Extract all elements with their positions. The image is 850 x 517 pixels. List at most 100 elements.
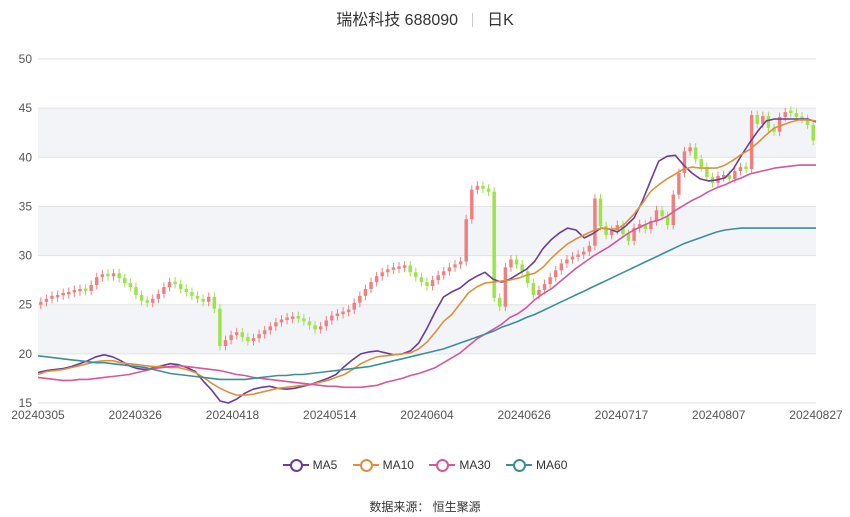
candle: [386, 269, 390, 273]
candle: [61, 292, 65, 296]
legend-item-ma10[interactable]: MA10: [352, 458, 414, 472]
candle: [397, 266, 401, 269]
candle: [251, 338, 256, 342]
candle: [330, 315, 334, 321]
x-tick-label: 20240604: [400, 408, 454, 422]
candle: [744, 166, 748, 170]
candle: [581, 251, 586, 255]
legend-swatch-ma30: [429, 458, 456, 472]
candle: [296, 316, 301, 319]
candle: [234, 332, 239, 336]
legend-label-ma5: MA5: [312, 458, 338, 472]
data-source: 数据来源： 恒生聚源: [369, 500, 481, 514]
candle: [660, 210, 664, 217]
candle: [481, 185, 485, 189]
legend-item-ma5[interactable]: MA5: [282, 458, 338, 472]
candle: [553, 270, 558, 278]
candle: [548, 277, 552, 285]
candle: [430, 280, 435, 287]
candle: [83, 288, 88, 291]
candle: [777, 116, 782, 132]
candle: [783, 112, 787, 117]
candle: [733, 171, 737, 179]
x-tick-label: 20240626: [498, 408, 552, 422]
candle: [514, 259, 519, 265]
candle: [811, 124, 815, 141]
candle: [604, 226, 608, 235]
chart-title: 瑞松科技 688090 日K: [0, 6, 850, 30]
legend-item-ma60[interactable]: MA60: [506, 458, 567, 472]
candle: [290, 316, 295, 319]
candle: [363, 288, 368, 296]
candle: [352, 302, 356, 310]
candle: [503, 267, 508, 307]
x-tick-label: 20240305: [11, 408, 65, 422]
candle: [593, 198, 597, 246]
candle: [78, 288, 82, 292]
candle: [67, 291, 71, 295]
candle: [755, 115, 759, 124]
candle: [402, 265, 407, 268]
candle: [414, 272, 418, 278]
legend-label-ma60: MA60: [536, 458, 568, 472]
candle: [218, 308, 222, 346]
candle: [229, 335, 233, 341]
candle: [184, 288, 189, 292]
y-tick-label: 25: [19, 298, 33, 312]
candle: [190, 291, 194, 296]
x-tick-label: 20240326: [109, 408, 163, 422]
candle: [257, 334, 261, 339]
legend-item-ma30[interactable]: MA30: [429, 458, 491, 472]
candle: [693, 147, 698, 160]
candle: [50, 295, 54, 299]
candle: [151, 298, 155, 303]
candle: [318, 326, 323, 330]
candle: [374, 276, 379, 283]
candle: [665, 216, 670, 226]
grid-band: [38, 206, 816, 256]
candle: [570, 256, 575, 260]
candle: [240, 332, 245, 338]
candle: [621, 225, 625, 234]
candle: [615, 225, 620, 231]
candle: [682, 151, 687, 174]
candle: [313, 325, 317, 330]
candle: [391, 267, 396, 270]
candle: [475, 185, 480, 190]
candle: [95, 277, 99, 286]
candle: [274, 322, 278, 327]
candle: [464, 219, 468, 262]
candle: [106, 273, 110, 277]
candle: [531, 283, 536, 295]
y-tick-label: 15: [19, 396, 33, 410]
candle: [576, 254, 580, 258]
candle: [509, 259, 513, 268]
y-tick-label: 35: [19, 199, 33, 213]
candle: [128, 283, 133, 288]
candle: [794, 113, 799, 117]
candle: [447, 267, 452, 272]
candle: [587, 245, 592, 252]
candle: [201, 298, 205, 302]
candle: [805, 118, 810, 125]
candle: [632, 228, 636, 241]
candle: [542, 284, 547, 290]
candle: [268, 326, 273, 331]
legend-swatch-ma10: [352, 458, 379, 472]
candle: [223, 340, 228, 346]
candle: [72, 289, 77, 293]
x-tick-label: 20240514: [303, 408, 357, 422]
candle: [559, 263, 564, 271]
candle: [335, 313, 340, 317]
chart-legend: MA5 MA10 MA30 MA60: [0, 458, 850, 475]
series-line-ma5: [37, 118, 817, 404]
candle: [89, 285, 93, 291]
candle: [789, 110, 793, 114]
candle: [117, 273, 121, 279]
candle: [654, 210, 659, 222]
candle: [772, 127, 776, 132]
candle: [565, 259, 569, 264]
candle: [262, 330, 267, 335]
candle: [369, 282, 373, 289]
